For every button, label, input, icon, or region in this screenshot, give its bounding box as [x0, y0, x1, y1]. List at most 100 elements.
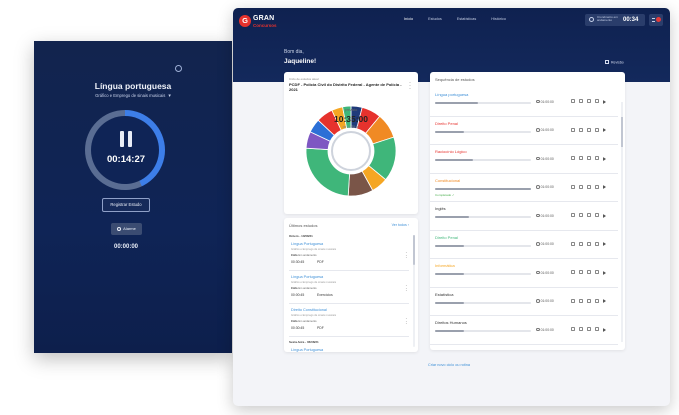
menu-button[interactable]	[649, 14, 663, 26]
clock-icon	[536, 213, 540, 218]
link-icon[interactable]	[587, 327, 591, 331]
see-all-link[interactable]: Ver todos ›	[391, 223, 409, 227]
link-icon[interactable]	[587, 241, 591, 246]
nav-item-0[interactable]: Início	[404, 17, 414, 21]
play-icon[interactable]	[603, 270, 606, 275]
play-icon[interactable]	[603, 213, 606, 218]
clock-icon	[536, 185, 540, 189]
calendar-icon[interactable]	[579, 270, 583, 274]
nav-item-3[interactable]: Histórico	[491, 17, 507, 21]
play-icon[interactable]	[603, 327, 606, 332]
cycle-donut[interactable]	[305, 105, 397, 197]
settings-icon[interactable]	[595, 270, 599, 274]
create-cycle-link[interactable]: Criar novo ciclo ou rotina	[428, 363, 470, 367]
play-icon[interactable]	[603, 242, 606, 246]
sequence-subject: Constitucional	[435, 177, 461, 183]
nav-item-2[interactable]: Estatísticas	[456, 17, 477, 21]
nav-item-1[interactable]: Estudos	[428, 17, 442, 21]
edit-icon[interactable]	[571, 327, 575, 331]
progress-bar	[435, 244, 531, 247]
calendar-icon	[605, 60, 609, 64]
link-icon[interactable]	[587, 213, 591, 217]
calendar-icon[interactable]	[579, 184, 583, 189]
edit-icon[interactable]	[571, 270, 575, 274]
settings-icon[interactable]	[595, 184, 599, 189]
sequence-item[interactable]: Língua portuguesa 01:00:00	[430, 88, 618, 117]
donut-center	[331, 131, 371, 171]
settings-icon[interactable]	[595, 99, 599, 103]
calendar-icon[interactable]	[579, 327, 583, 331]
calendar-icon[interactable]	[579, 241, 583, 246]
scrollbar[interactable]	[413, 235, 415, 347]
calendar-icon[interactable]	[579, 127, 583, 132]
progress-bar	[435, 301, 531, 304]
list-item[interactable]: Língua Portuguesa Gráfico e Emprego de si…	[289, 274, 409, 304]
sequence-title: Sequência de estudos	[435, 77, 475, 82]
review-link[interactable]: Revisão	[605, 60, 624, 65]
link-icon[interactable]	[587, 127, 591, 132]
sequence-subject: Informática	[435, 263, 455, 268]
kebab-menu-icon[interactable]: · · ·	[409, 80, 411, 92]
cycle-caption: Ciclo de estudos atual	[289, 77, 319, 81]
settings-icon[interactable]	[595, 156, 599, 160]
sequence-item[interactable]: Estatística 01:00:00	[430, 288, 618, 316]
play-icon[interactable]	[603, 99, 606, 104]
edit-icon[interactable]	[571, 241, 575, 246]
top-timer-widget[interactable]: Cronômetro em andamento 00:34	[585, 14, 645, 26]
sequence-item[interactable]: Constitucional Completado ✓ 01:00:00	[430, 174, 618, 202]
link-icon[interactable]	[587, 156, 591, 160]
timer-topic-select[interactable]: Gráfico e Emprego de sinais musicais ▾	[34, 93, 232, 99]
user-name: Jaqueline!	[284, 58, 317, 65]
settings-icon[interactable]	[595, 327, 599, 331]
expand-icon[interactable]	[175, 65, 182, 72]
recent-type: Exercícios	[317, 293, 333, 297]
kebab-menu-icon[interactable]: · · ·	[405, 316, 407, 327]
alarm-button[interactable]: Alarme	[111, 223, 142, 235]
play-icon[interactable]	[603, 128, 606, 132]
link-icon[interactable]	[587, 298, 591, 303]
sequence-item[interactable]: Raciocínio Lógico 01:00:00	[430, 145, 618, 174]
list-item[interactable]: Direito Constitucional Gráfico e Emprego …	[289, 307, 409, 337]
play-icon[interactable]	[603, 156, 606, 161]
timer-panel: Língua portuguesa Gráfico e Emprego de s…	[34, 41, 232, 353]
sequence-item[interactable]: Informática 01:00:00	[430, 259, 618, 288]
settings-icon[interactable]	[595, 241, 599, 246]
edit-icon[interactable]	[571, 127, 575, 132]
clock-icon	[536, 128, 540, 132]
link-icon[interactable]	[587, 270, 591, 274]
settings-icon[interactable]	[595, 213, 599, 217]
edit-icon[interactable]	[571, 184, 575, 189]
edit-icon[interactable]	[571, 213, 575, 217]
edit-icon[interactable]	[571, 99, 575, 103]
calendar-icon[interactable]	[579, 156, 583, 160]
sequence-time-value: 01:00:00	[540, 242, 554, 247]
sequence-item[interactable]: Inglês 01:00:00	[430, 202, 618, 231]
donut-segment[interactable]	[342, 105, 352, 129]
calendar-icon[interactable]	[579, 298, 583, 303]
play-icon[interactable]	[603, 185, 606, 189]
link-icon[interactable]	[587, 184, 591, 189]
greeting: Bom dia,	[284, 49, 304, 55]
recent-timeline-label: Ciclo	[291, 320, 298, 323]
link-icon[interactable]	[587, 99, 591, 103]
sequence-item[interactable]: Direito Penal 01:00:00	[430, 117, 618, 145]
edit-icon[interactable]	[571, 156, 575, 160]
settings-icon[interactable]	[595, 127, 599, 132]
sequence-item[interactable]: Direito Penal 01:00:00	[430, 231, 618, 259]
play-icon[interactable]	[603, 299, 606, 303]
pause-icon[interactable]	[119, 131, 133, 147]
register-study-button[interactable]: Registrar Estudo	[102, 198, 150, 212]
sequence-subject: Língua portuguesa	[435, 92, 469, 97]
edit-icon[interactable]	[571, 298, 575, 303]
list-item[interactable]: Língua Portuguesa Gráfico e Emprego de si…	[289, 241, 409, 271]
scrollbar[interactable]	[621, 102, 623, 342]
list-item[interactable]: Língua Portuguesa	[289, 347, 409, 352]
kebab-menu-icon[interactable]: · · ·	[405, 283, 407, 294]
clock-icon	[536, 270, 540, 275]
kebab-menu-icon[interactable]: · · ·	[405, 250, 407, 261]
calendar-icon[interactable]	[579, 213, 583, 217]
calendar-icon[interactable]	[579, 99, 583, 103]
progress-bar	[435, 273, 531, 275]
sequence-item[interactable]: Direitos Humanos 01:00:00	[430, 316, 618, 345]
settings-icon[interactable]	[595, 298, 599, 303]
